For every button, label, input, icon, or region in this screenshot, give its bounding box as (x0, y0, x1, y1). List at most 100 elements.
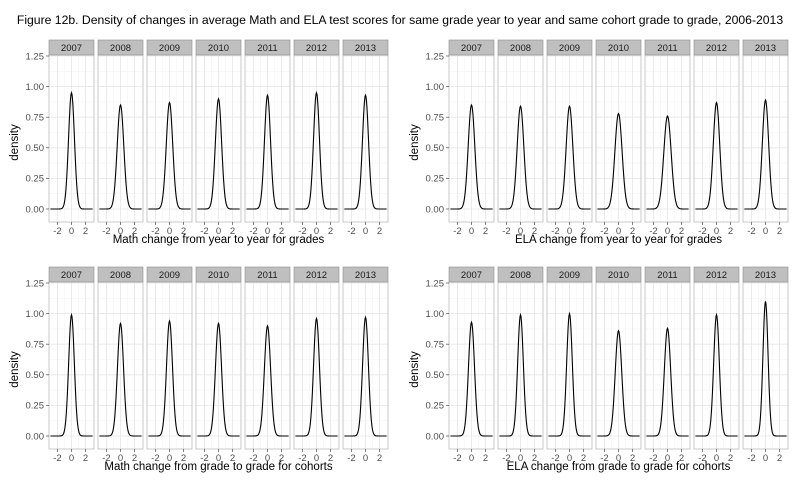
x-tick-label: 2 (581, 453, 586, 464)
x-tick-label: -2 (102, 453, 110, 464)
y-tick-label: 1.25 (426, 51, 445, 62)
x-tick-label: -2 (102, 226, 110, 237)
x-tick-label: 0 (69, 226, 74, 237)
x-tick-label: -2 (502, 226, 510, 237)
x-tick-label: -2 (347, 453, 355, 464)
x-tick-label: 2 (181, 453, 186, 464)
facet-strip-label: 2011 (257, 43, 277, 54)
facet-panel-2010: 2010 -2 0 2 (195, 266, 242, 464)
x-tick-label: 0 (265, 453, 270, 464)
y-tick-label: 1.00 (426, 82, 445, 93)
figure-title: Figure 12b. Density of changes in averag… (16, 13, 784, 27)
facet-panel-2010: 2010 -2 0 2 (595, 266, 642, 464)
y-axis-title: density (9, 124, 21, 161)
x-tick-label: -2 (53, 226, 61, 237)
facet-panel-2007: 2007 -2 0 2 (448, 266, 495, 464)
x-tick-label: 2 (83, 453, 88, 464)
y-tick-label: 0.00 (426, 431, 445, 442)
x-axis-title: Math change from grade to grade for coho… (104, 461, 332, 473)
density-line-2012 (695, 101, 738, 210)
x-tick-label: 2 (630, 453, 635, 464)
facet-strip-label: 2010 (208, 270, 229, 281)
x-tick-label: 0 (469, 226, 474, 237)
facet-panel-2007: 2007 -2 0 2 (48, 39, 95, 237)
facet-strip-label: 2009 (559, 270, 580, 281)
x-tick-label: -2 (600, 453, 608, 464)
facet-strip-label: 2008 (110, 43, 131, 54)
facet-panel-2011: 2011 -2 0 2 (644, 266, 691, 464)
y-tick-label: 0.50 (426, 370, 445, 381)
x-tick-label: 0 (216, 226, 221, 237)
x-tick-label: 2 (328, 453, 333, 464)
facet-panel-2009: 2009 -2 0 2 (146, 39, 193, 237)
y-tick-label: 0.25 (426, 401, 445, 412)
y-tick-label: 1.25 (26, 278, 45, 289)
facet-strip (293, 39, 340, 56)
facet-strip-label: 2010 (208, 43, 229, 54)
facet-strip (693, 39, 740, 56)
y-tick-label: 0.50 (26, 370, 45, 381)
x-tick-label: 2 (279, 453, 284, 464)
x-tick-label: -2 (53, 453, 61, 464)
density-line-2013 (344, 93, 387, 210)
facet-strip (644, 266, 691, 283)
facet-strip-label: 2008 (510, 43, 531, 54)
x-tick-label: -2 (453, 226, 461, 237)
density-line-2008 (499, 104, 542, 210)
density-line-2009 (548, 311, 591, 437)
y-axis-title: density (409, 124, 421, 161)
x-tick-label: -2 (453, 453, 461, 464)
x-tick-label: -2 (649, 453, 657, 464)
x-tick-label: 2 (483, 226, 488, 237)
facet-strip-label: 2010 (608, 43, 629, 54)
x-tick-label: 0 (616, 453, 621, 464)
x-tick-label: -2 (298, 453, 306, 464)
x-tick-label: 0 (518, 453, 523, 464)
facet-panel-2007: 2007 -2 0 2 (48, 266, 95, 464)
facet-strip-label: 2013 (355, 270, 376, 281)
x-tick-label: -2 (649, 226, 657, 237)
density-line-2012 (295, 90, 338, 210)
facet-panel-2009: 2009 -2 0 2 (546, 266, 593, 464)
facet-panel-2012: 2012 -2 0 2 (693, 39, 740, 237)
facet-strip (693, 266, 740, 283)
facet-panel-2009: 2009 -2 0 2 (146, 266, 193, 464)
density-line-2011 (646, 114, 689, 210)
facet-strip (595, 39, 642, 56)
x-tick-label: -2 (200, 226, 208, 237)
y-tick-label: 1.25 (26, 51, 45, 62)
x-axis-title: Math change from year to year for grades (113, 234, 325, 246)
facet-panel-2012: 2012 -2 0 2 (693, 266, 740, 464)
density-line-2007 (50, 312, 93, 437)
x-tick-label: 0 (665, 226, 670, 237)
facet-panel-2013: 2013 -2 0 2 (342, 266, 389, 464)
facet-strip-label: 2008 (110, 270, 131, 281)
x-tick-label: 2 (377, 453, 382, 464)
facet-strip (97, 39, 144, 56)
density-line-2010 (597, 112, 640, 210)
x-tick-label: 0 (265, 226, 270, 237)
y-tick-label: 0.25 (26, 174, 45, 185)
x-tick-label: 0 (665, 453, 670, 464)
x-tick-label: -2 (698, 453, 706, 464)
facet-panel-2008: 2008 -2 0 2 (97, 266, 144, 464)
density-line-2008 (99, 321, 142, 437)
facet-strip (742, 39, 789, 56)
x-tick-label: 0 (763, 226, 768, 237)
facet-panel-2011: 2011 -2 0 2 (244, 39, 291, 237)
density-line-2013 (744, 98, 787, 210)
x-tick-label: -2 (600, 226, 608, 237)
density-line-2009 (148, 101, 191, 210)
facet-strip-label: 2009 (159, 43, 180, 54)
x-axis-title: ELA change from year to year for grades (515, 234, 722, 246)
facet-strip (146, 39, 193, 56)
facet-strip (448, 39, 495, 56)
facet-panel-2013: 2013 -2 0 2 (742, 266, 789, 464)
density-line-2010 (597, 329, 640, 437)
facet-panel-2009: 2009 -2 0 2 (546, 39, 593, 237)
x-tick-label: 2 (377, 226, 382, 237)
facet-strip-label: 2010 (608, 270, 629, 281)
